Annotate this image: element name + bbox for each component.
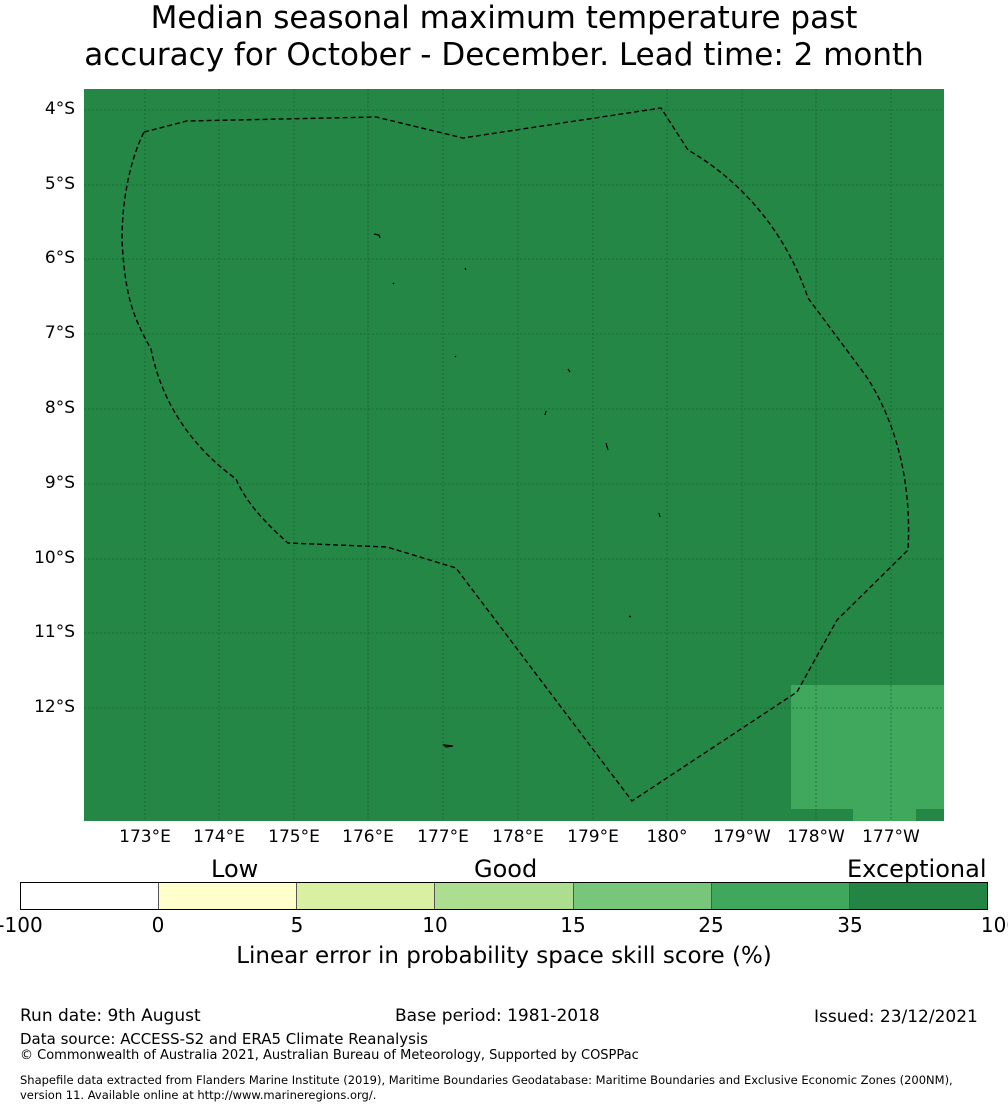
title-line-1: Median seasonal maximum temperature past (150, 0, 858, 36)
colorbar-segment (297, 883, 436, 909)
colorbar-label: Linear error in probability space skill … (236, 943, 772, 969)
category-exceptional-label: Exceptional (847, 855, 987, 883)
lat-label: 12°S (34, 697, 75, 717)
lon-label: 177°E (417, 827, 469, 847)
colorbar-segment (159, 883, 298, 909)
colorbar-tick-label: 10 (422, 913, 448, 937)
lon-label: 174°E (193, 827, 245, 847)
colorbar-tick-label: 25 (698, 913, 724, 937)
lat-label: 11°S (34, 622, 75, 642)
chart-title: Median seasonal maximum temperature past… (0, 0, 1008, 74)
island (464, 267, 467, 271)
colorbar-segment (573, 883, 712, 909)
colorbar-segment (435, 883, 574, 909)
colorbar-tick-label: 0 (151, 913, 165, 937)
lon-label: 179°W (713, 827, 771, 847)
colorbar-tick-label: -100 (0, 913, 43, 937)
colorbar-tick-label: 5 (290, 913, 304, 937)
lat-label: 6°S (44, 248, 75, 268)
run-date: Run date: 9th August (20, 1006, 201, 1026)
map-panel (84, 89, 944, 821)
lon-label: 173°E (119, 827, 171, 847)
island (567, 368, 571, 373)
island (605, 442, 609, 451)
lat-label: 9°S (44, 473, 75, 493)
lat-label: 10°S (34, 548, 75, 568)
colorbar-tick-label: 15 (560, 913, 586, 937)
lower-skill-patch (791, 685, 944, 821)
map-gridlines (84, 89, 944, 821)
data-source: Data source: ACCESS-S2 and ERA5 Climate … (20, 1030, 428, 1048)
lon-label: 176°E (342, 827, 394, 847)
island (442, 744, 454, 748)
colorbar-tick-label: 100 (980, 913, 1008, 937)
islands (373, 233, 661, 748)
colorbar-segment (849, 883, 987, 909)
island (392, 282, 395, 285)
lon-label: 180° (646, 827, 688, 847)
lat-label: 8°S (44, 398, 75, 418)
shapefile-credit-line-2: version 11. Available online at http://w… (20, 1088, 377, 1102)
colorbar-segment (21, 883, 160, 909)
shapefile-credit-line-1: Shapefile data extracted from Flanders M… (20, 1073, 953, 1087)
island (544, 410, 547, 416)
lon-label: 175°E (268, 827, 320, 847)
base-period: Base period: 1981-2018 (395, 1006, 600, 1026)
lat-label: 7°S (44, 323, 75, 343)
colorbar (20, 882, 988, 910)
lon-label: 177°W (862, 827, 920, 847)
category-low-label: Low (211, 855, 259, 883)
colorbar-segment (711, 883, 850, 909)
lon-label: 178°W (787, 827, 845, 847)
lat-label: 4°S (44, 99, 75, 119)
lat-label: 5°S (44, 174, 75, 194)
copyright: © Commonwealth of Australia 2021, Austra… (20, 1048, 639, 1063)
island (628, 615, 632, 618)
island (454, 355, 457, 358)
island (373, 233, 381, 239)
island (658, 512, 661, 518)
colorbar-tick-label: 35 (837, 913, 863, 937)
lon-label: 179°E (567, 827, 619, 847)
title-line-2: accuracy for October - December. Lead ti… (84, 37, 924, 73)
category-good-label: Good (474, 855, 538, 883)
lon-label: 178°E (492, 827, 544, 847)
issued-date: Issued: 23/12/2021 (814, 1007, 978, 1027)
